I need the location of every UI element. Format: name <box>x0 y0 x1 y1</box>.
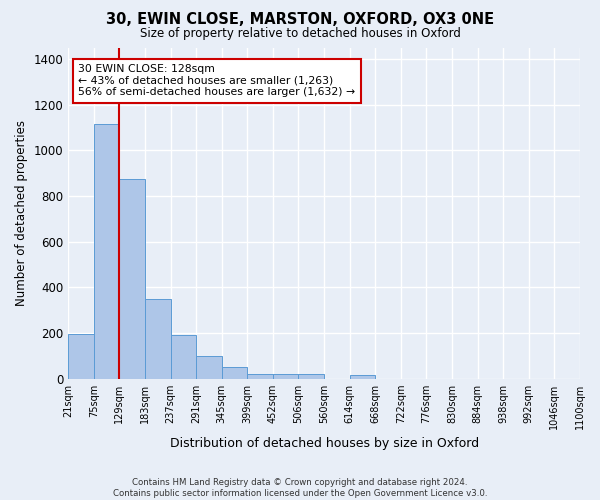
Bar <box>222 366 247 378</box>
Bar <box>350 376 375 378</box>
Bar <box>273 374 298 378</box>
X-axis label: Distribution of detached houses by size in Oxford: Distribution of detached houses by size … <box>170 437 479 450</box>
Bar <box>119 179 145 378</box>
Bar <box>196 356 222 378</box>
Text: 30, EWIN CLOSE, MARSTON, OXFORD, OX3 0NE: 30, EWIN CLOSE, MARSTON, OXFORD, OX3 0NE <box>106 12 494 28</box>
Text: Size of property relative to detached houses in Oxford: Size of property relative to detached ho… <box>140 28 460 40</box>
Bar <box>247 374 273 378</box>
Bar <box>298 374 324 378</box>
Bar <box>170 335 196 378</box>
Text: Contains HM Land Registry data © Crown copyright and database right 2024.
Contai: Contains HM Land Registry data © Crown c… <box>113 478 487 498</box>
Text: 30 EWIN CLOSE: 128sqm
← 43% of detached houses are smaller (1,263)
56% of semi-d: 30 EWIN CLOSE: 128sqm ← 43% of detached … <box>79 64 356 98</box>
Bar <box>145 298 170 378</box>
Bar <box>94 124 119 378</box>
Y-axis label: Number of detached properties: Number of detached properties <box>15 120 28 306</box>
Bar <box>68 334 94 378</box>
